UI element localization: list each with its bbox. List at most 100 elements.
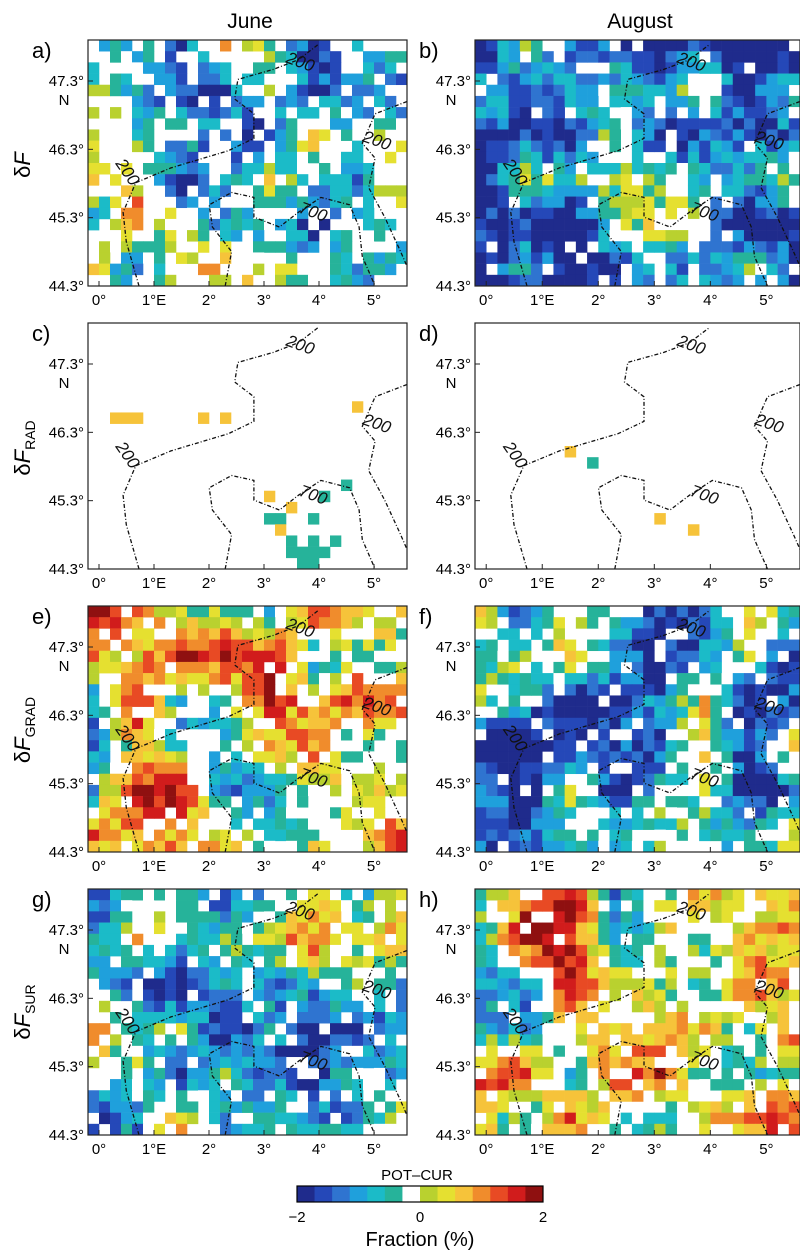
colorbar-swatch <box>525 1186 544 1202</box>
heatmap-cell <box>176 944 188 957</box>
heatmap-cell <box>788 1045 800 1058</box>
heatmap-cell <box>699 40 711 52</box>
heatmap-cell <box>721 118 734 130</box>
heatmap-cell <box>542 762 554 775</box>
heatmap-cell <box>154 73 166 86</box>
heatmap-cell <box>665 773 678 786</box>
heatmap-cell <box>242 118 254 130</box>
heatmap-cell <box>187 717 199 730</box>
heatmap-cell <box>620 185 633 197</box>
heatmap-cell <box>777 956 790 968</box>
colorbar-label: Fraction (%) <box>366 1229 475 1251</box>
heatmap-cell <box>710 107 722 119</box>
heatmap-cell <box>297 1079 309 1091</box>
heatmap-cell <box>330 967 342 979</box>
heatmap-cell <box>531 684 543 696</box>
heatmap-cell <box>766 889 778 901</box>
y-tick-label: 45.3° <box>436 493 471 510</box>
heatmap-cell <box>732 185 745 197</box>
heatmap-cell <box>286 978 298 990</box>
heatmap-cell <box>766 628 778 640</box>
heatmap-cell <box>620 163 633 175</box>
heatmap-cell <box>710 729 722 741</box>
heatmap-cell <box>564 978 577 990</box>
heatmap-cell <box>497 900 509 912</box>
heatmap-cell <box>631 628 644 640</box>
panel-label: e) <box>32 604 52 629</box>
heatmap-cell <box>132 740 144 752</box>
heatmap-cell <box>176 695 188 707</box>
heatmap-cell <box>497 1023 509 1035</box>
heatmap-cell <box>396 1000 407 1013</box>
heatmap-cell <box>374 695 386 707</box>
heatmap-cell <box>531 263 543 276</box>
heatmap-cell <box>231 1079 243 1091</box>
heatmap-cell <box>110 933 122 946</box>
heatmap-cell <box>654 740 666 752</box>
x-tick-label: 4° <box>312 575 326 592</box>
heatmap-cell <box>564 784 577 797</box>
heatmap-cell <box>508 1112 521 1125</box>
heatmap-cell <box>643 944 655 957</box>
heatmap-cell <box>710 252 722 264</box>
heatmap-cell <box>154 978 166 990</box>
heatmap-cell <box>297 639 309 652</box>
heatmap-cell <box>121 274 133 286</box>
heatmap-cell <box>143 1023 155 1035</box>
heatmap-cell <box>352 944 364 957</box>
heatmap-cell <box>165 207 177 220</box>
heatmap-cell <box>755 1112 767 1125</box>
heatmap-cell <box>187 1101 199 1113</box>
heatmap-cell <box>110 107 122 119</box>
heatmap-cell <box>598 1034 610 1046</box>
heatmap-cell <box>598 40 610 52</box>
heatmap-cell <box>88 263 100 276</box>
heatmap-cell <box>564 639 577 652</box>
heatmap-cell <box>385 944 397 957</box>
heatmap-cell <box>198 922 210 935</box>
heatmap-cell <box>743 1023 756 1035</box>
heatmap-cell <box>286 118 298 130</box>
heatmap-cell <box>275 818 287 830</box>
heatmap-cell <box>519 989 532 1002</box>
heatmap-cell <box>99 829 111 842</box>
heatmap-cell <box>99 1045 111 1058</box>
heatmap-cell <box>253 1056 265 1069</box>
heatmap-cell <box>519 129 532 141</box>
heatmap-cell <box>385 252 397 264</box>
heatmap-cell <box>553 639 565 652</box>
heatmap-cell <box>598 185 610 197</box>
heatmap-cell <box>319 196 331 209</box>
heatmap-cell <box>598 118 610 130</box>
heatmap-cell <box>654 1079 666 1091</box>
heatmap-cell <box>308 513 320 525</box>
heatmap-cell <box>710 241 722 253</box>
heatmap-cell <box>519 1034 532 1046</box>
heatmap-cell <box>308 1012 320 1024</box>
heatmap-cell <box>475 207 487 220</box>
heatmap-cell <box>209 218 221 231</box>
heatmap-cell <box>275 796 287 808</box>
heatmap-cell <box>374 129 386 141</box>
heatmap-cell <box>508 207 521 220</box>
heatmap-cell <box>575 73 588 86</box>
heatmap-cell <box>542 1123 554 1135</box>
heatmap-cell <box>374 796 386 808</box>
heatmap-cell <box>330 684 342 696</box>
heatmap-cell <box>374 956 386 968</box>
heatmap-cell <box>374 773 386 786</box>
heatmap-cell <box>788 606 800 618</box>
heatmap-cell <box>564 207 577 220</box>
heatmap-cell <box>643 784 655 797</box>
heatmap-cell <box>654 185 666 197</box>
heatmap-cell <box>542 900 554 912</box>
heatmap-cell <box>777 218 790 231</box>
heatmap-cell <box>654 628 666 640</box>
heatmap-cell <box>710 1023 722 1035</box>
heatmap-cell <box>654 62 666 74</box>
heatmap-cell <box>475 606 487 618</box>
heatmap-cell <box>587 1045 599 1058</box>
heatmap-cell <box>231 95 243 108</box>
heatmap-cell <box>777 1034 790 1046</box>
heatmap-cell <box>486 639 498 652</box>
